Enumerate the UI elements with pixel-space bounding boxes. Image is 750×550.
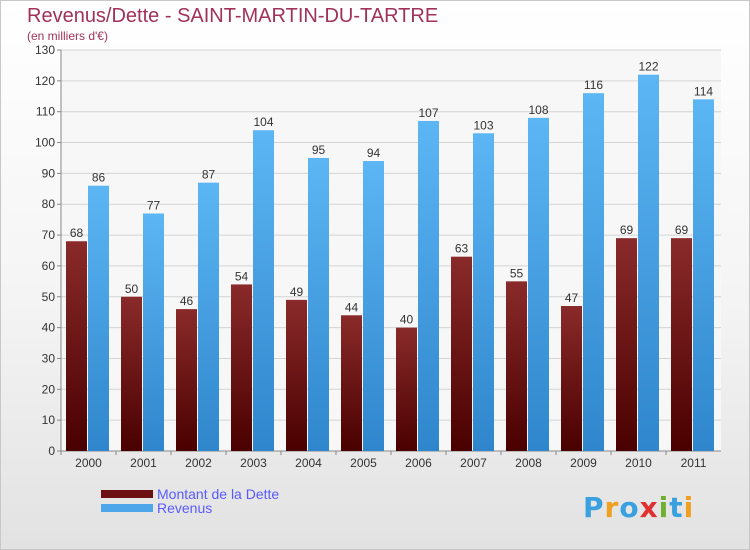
data-label: 54 [235, 269, 249, 283]
data-label: 40 [400, 313, 414, 327]
bar-debt [286, 299, 307, 451]
x-tick-label: 2006 [405, 456, 432, 470]
logo-letter: i [658, 491, 670, 524]
logo-letter: x [639, 491, 659, 524]
data-label: 47 [565, 291, 579, 305]
bar-revenue [88, 185, 109, 451]
bar-revenue [528, 117, 549, 451]
bar-debt [231, 284, 252, 451]
bar-revenue [308, 157, 329, 451]
bar-revenue [418, 120, 439, 451]
bar-debt [451, 256, 472, 451]
data-label: 69 [675, 223, 689, 237]
bar-revenue [253, 130, 274, 451]
y-tick-label: 80 [42, 197, 56, 211]
bar-debt [396, 327, 417, 451]
bar-debt [506, 281, 527, 451]
data-label: 103 [473, 118, 493, 132]
logo-letter: P [583, 491, 605, 524]
bar-revenue [693, 99, 714, 451]
x-tick-label: 2004 [295, 456, 322, 470]
bar-revenue [583, 93, 604, 451]
y-tick-label: 120 [35, 74, 55, 88]
data-label: 122 [638, 60, 658, 74]
legend-item-revenue: Revenus [101, 500, 279, 516]
bar-revenue [363, 161, 384, 452]
bar-revenue [198, 182, 219, 451]
x-tick-label: 2000 [75, 456, 102, 470]
y-tick-label: 40 [42, 321, 56, 335]
bar-debt [341, 315, 362, 451]
logo-letter: o [619, 491, 640, 524]
data-label: 77 [147, 198, 161, 212]
legend-swatch-revenue [101, 504, 153, 512]
x-tick-label: 2008 [515, 456, 542, 470]
chart-subtitle: (en milliers d'€) [27, 29, 108, 43]
data-label: 104 [253, 115, 273, 129]
bar-debt [671, 238, 692, 451]
x-tick-label: 2007 [460, 456, 487, 470]
y-tick-label: 70 [42, 228, 56, 242]
x-tick-label: 2005 [350, 456, 377, 470]
legend-item-debt: Montant de la Dette [101, 486, 280, 502]
bar-revenue [473, 133, 494, 452]
x-tick-label: 2011 [681, 456, 707, 470]
data-label: 69 [620, 223, 634, 237]
y-tick-label: 90 [42, 166, 56, 180]
bar-revenue [638, 74, 659, 451]
data-label: 87 [202, 168, 216, 182]
logo-letter: i [683, 491, 695, 524]
legend-swatch-debt [101, 490, 153, 498]
bar-debt [616, 238, 637, 451]
x-tick-label: 2009 [570, 456, 597, 470]
bar-debt [66, 241, 87, 451]
y-tick-label: 110 [36, 105, 55, 119]
bar-debt [561, 306, 582, 451]
y-tick-label: 20 [42, 382, 56, 396]
y-tick-label: 100 [35, 136, 55, 150]
y-tick-label: 10 [42, 413, 56, 427]
data-label: 107 [418, 106, 438, 120]
plot-area [61, 50, 721, 451]
y-tick-label: 130 [35, 43, 55, 57]
y-tick-label: 50 [42, 290, 56, 304]
y-tick-label: 60 [42, 259, 56, 273]
data-label: 63 [455, 242, 469, 256]
data-label: 86 [92, 171, 106, 185]
data-label: 55 [510, 266, 524, 280]
y-tick-label: 30 [42, 351, 56, 365]
data-label: 94 [367, 146, 381, 160]
x-tick-label: 2002 [185, 456, 212, 470]
logo-letter: t [669, 491, 684, 524]
data-label: 49 [290, 285, 304, 299]
bar-debt [176, 309, 197, 451]
data-label: 68 [70, 226, 84, 240]
legend-label-debt: Montant de la Dette [157, 486, 280, 502]
logo-letter: r [604, 491, 620, 524]
data-label: 116 [584, 78, 603, 92]
proxiti-logo: Proxiti [583, 491, 694, 524]
data-label: 95 [312, 143, 326, 157]
x-tick-label: 2003 [240, 456, 267, 470]
chart-legend: Montant de la Dette Revenus [101, 486, 280, 516]
chart-title: Revenus/Dette - SAINT-MARTIN-DU-TARTRE [27, 5, 439, 27]
bar-debt [121, 296, 142, 451]
bar-revenue [143, 213, 164, 451]
data-label: 46 [180, 294, 194, 308]
data-label: 44 [345, 300, 359, 314]
x-tick-label: 2001 [130, 456, 157, 470]
data-label: 108 [528, 103, 548, 117]
legend-label-revenue: Revenus [157, 500, 213, 516]
y-tick-label: 0 [48, 444, 55, 458]
x-tick-label: 2010 [625, 456, 652, 470]
data-label: 114 [694, 84, 713, 98]
data-label: 50 [125, 282, 139, 296]
